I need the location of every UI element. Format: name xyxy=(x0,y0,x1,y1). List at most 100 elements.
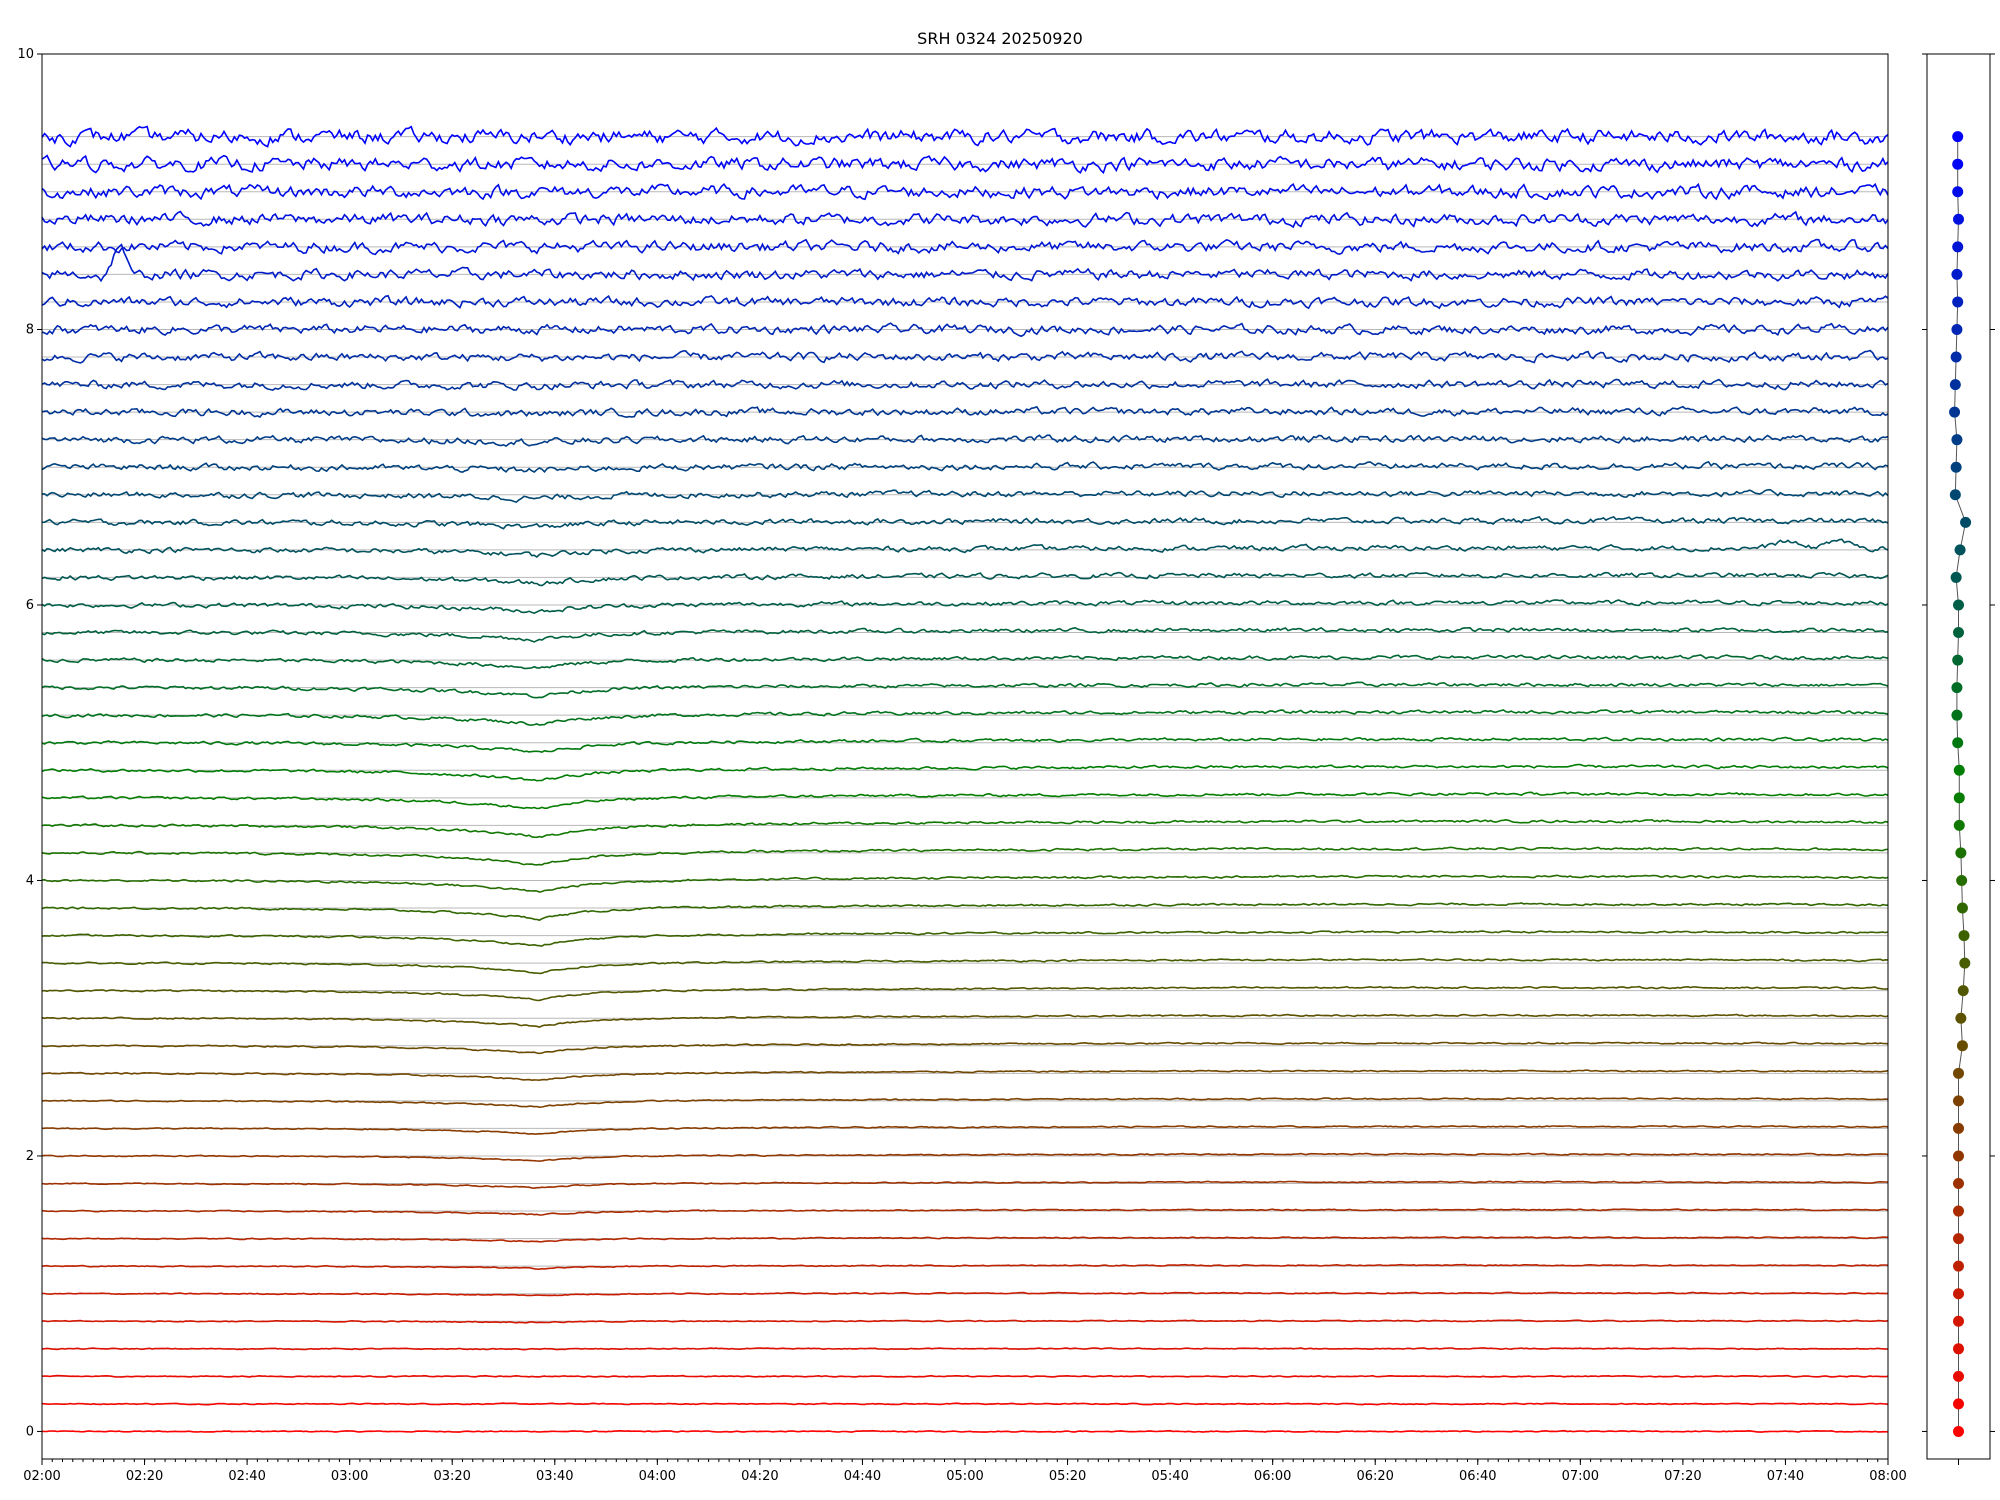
profile-point xyxy=(1953,1122,1964,1134)
trace-line xyxy=(41,210,1889,229)
trace-line xyxy=(41,1124,1889,1135)
trace-line xyxy=(41,378,1889,391)
x-tick-label: 02:40 xyxy=(228,1469,265,1484)
x-tick-label: 03:20 xyxy=(433,1469,470,1484)
profile-point xyxy=(1951,434,1963,446)
profile-point xyxy=(1953,1315,1964,1327)
profile-point xyxy=(1953,1233,1964,1245)
profile-point xyxy=(1949,379,1961,391)
trace-line xyxy=(41,538,1889,559)
profile-point xyxy=(1949,489,1961,501)
profile-point xyxy=(1951,709,1963,721)
trace-line xyxy=(41,1402,1889,1406)
trace-line xyxy=(41,709,1889,726)
profile-point xyxy=(1951,682,1963,694)
x-tick-label: 08:00 xyxy=(1869,1469,1906,1484)
trace-line xyxy=(41,1152,1889,1162)
x-tick-label: 07:40 xyxy=(1767,1469,1804,1484)
profile-point xyxy=(1957,985,1969,997)
profile-point xyxy=(1953,792,1965,804)
trace-line xyxy=(41,1069,1889,1082)
x-tick-label: 05:40 xyxy=(1151,1469,1188,1484)
trace-line xyxy=(41,125,1889,148)
y-tick-label: 0 xyxy=(26,1424,34,1439)
x-tick-label: 03:40 xyxy=(536,1469,573,1484)
profile-point xyxy=(1956,874,1968,886)
profile-point xyxy=(1952,241,1964,253)
profile-point xyxy=(1952,654,1964,666)
trace-line xyxy=(41,460,1889,473)
x-tick-label: 02:20 xyxy=(126,1469,163,1484)
x-tick-label: 06:40 xyxy=(1459,1469,1496,1484)
y-tick-label: 8 xyxy=(26,322,34,337)
profile-point xyxy=(1958,930,1970,942)
x-axis: 02:00 02:20 02:40 03:00 03:20 03:40 04:00 04:20… xyxy=(23,1459,1907,1484)
x-tick-label: 03:00 xyxy=(331,1469,368,1484)
profile-point xyxy=(1950,461,1962,473)
trace-line xyxy=(41,1263,1889,1271)
trace-line xyxy=(41,599,1889,614)
profile-point xyxy=(1950,351,1962,363)
main-plot-frame xyxy=(41,53,1889,1460)
x-tick-label: 02:00 xyxy=(23,1469,60,1484)
trace-line xyxy=(41,930,1889,947)
x-tick-label: 06:00 xyxy=(1254,1469,1291,1484)
trace-line xyxy=(41,958,1889,975)
chart-title: SRH 0324 20250920 xyxy=(917,29,1083,48)
trace-line xyxy=(41,238,1889,256)
x-tick-label: 05:20 xyxy=(1049,1469,1086,1484)
profile-point xyxy=(1953,1178,1964,1190)
trace-line xyxy=(41,349,1889,364)
trace-line xyxy=(41,322,1889,338)
profile-point xyxy=(1960,516,1972,528)
trace-line xyxy=(41,1208,1889,1216)
profile-point xyxy=(1952,296,1964,308)
profile-point xyxy=(1951,323,1963,335)
profile-point xyxy=(1949,406,1961,418)
profile-point xyxy=(1953,1288,1964,1300)
profile-point xyxy=(1952,186,1964,198)
x-tick-label: 04:00 xyxy=(639,1469,676,1484)
profile-point xyxy=(1955,1012,1967,1024)
trace-line xyxy=(42,1291,1889,1297)
trace-line xyxy=(42,488,1889,503)
trace-line xyxy=(41,571,1889,587)
trace-line xyxy=(41,846,1889,866)
trace-line xyxy=(41,626,1889,643)
profile-point xyxy=(1955,847,1967,859)
trace-line xyxy=(41,1374,1889,1378)
profile-point xyxy=(1953,1095,1964,1107)
trace-line xyxy=(41,154,1889,175)
profile-point xyxy=(1953,1425,1964,1437)
trace-line xyxy=(41,1041,1889,1055)
profile-point xyxy=(1953,1343,1964,1355)
trace-line xyxy=(41,1429,1889,1433)
trace-line xyxy=(41,405,1889,419)
x-tick-label: 07:20 xyxy=(1664,1469,1701,1484)
trace-line xyxy=(41,902,1889,922)
trace-line xyxy=(41,243,1889,283)
trace-line xyxy=(41,294,1889,310)
x-tick-label: 05:00 xyxy=(946,1469,983,1484)
profile-point xyxy=(1953,764,1965,776)
side-y-axis-ticks xyxy=(1922,53,1995,1465)
trace-line xyxy=(41,985,1889,1002)
y-axis: 0 2 4 6 8 10 xyxy=(17,47,42,1439)
trace-line xyxy=(41,434,1889,448)
trace-line xyxy=(41,681,1889,699)
trace-line xyxy=(41,1236,1889,1243)
x-tick-label: 07:00 xyxy=(1562,1469,1599,1484)
trace-line xyxy=(41,1097,1889,1109)
trace-series-group xyxy=(41,125,1889,1433)
trace-line xyxy=(41,818,1889,839)
trace-line xyxy=(41,874,1889,893)
trace-line xyxy=(41,1347,1889,1351)
profile-point xyxy=(1953,599,1964,611)
trace-line xyxy=(41,791,1889,810)
profile-point xyxy=(1953,213,1964,225)
y-tick-label: 6 xyxy=(26,598,34,613)
profile-point xyxy=(1959,957,1971,969)
profile-point xyxy=(1953,819,1965,831)
profile-point xyxy=(1953,1150,1964,1162)
